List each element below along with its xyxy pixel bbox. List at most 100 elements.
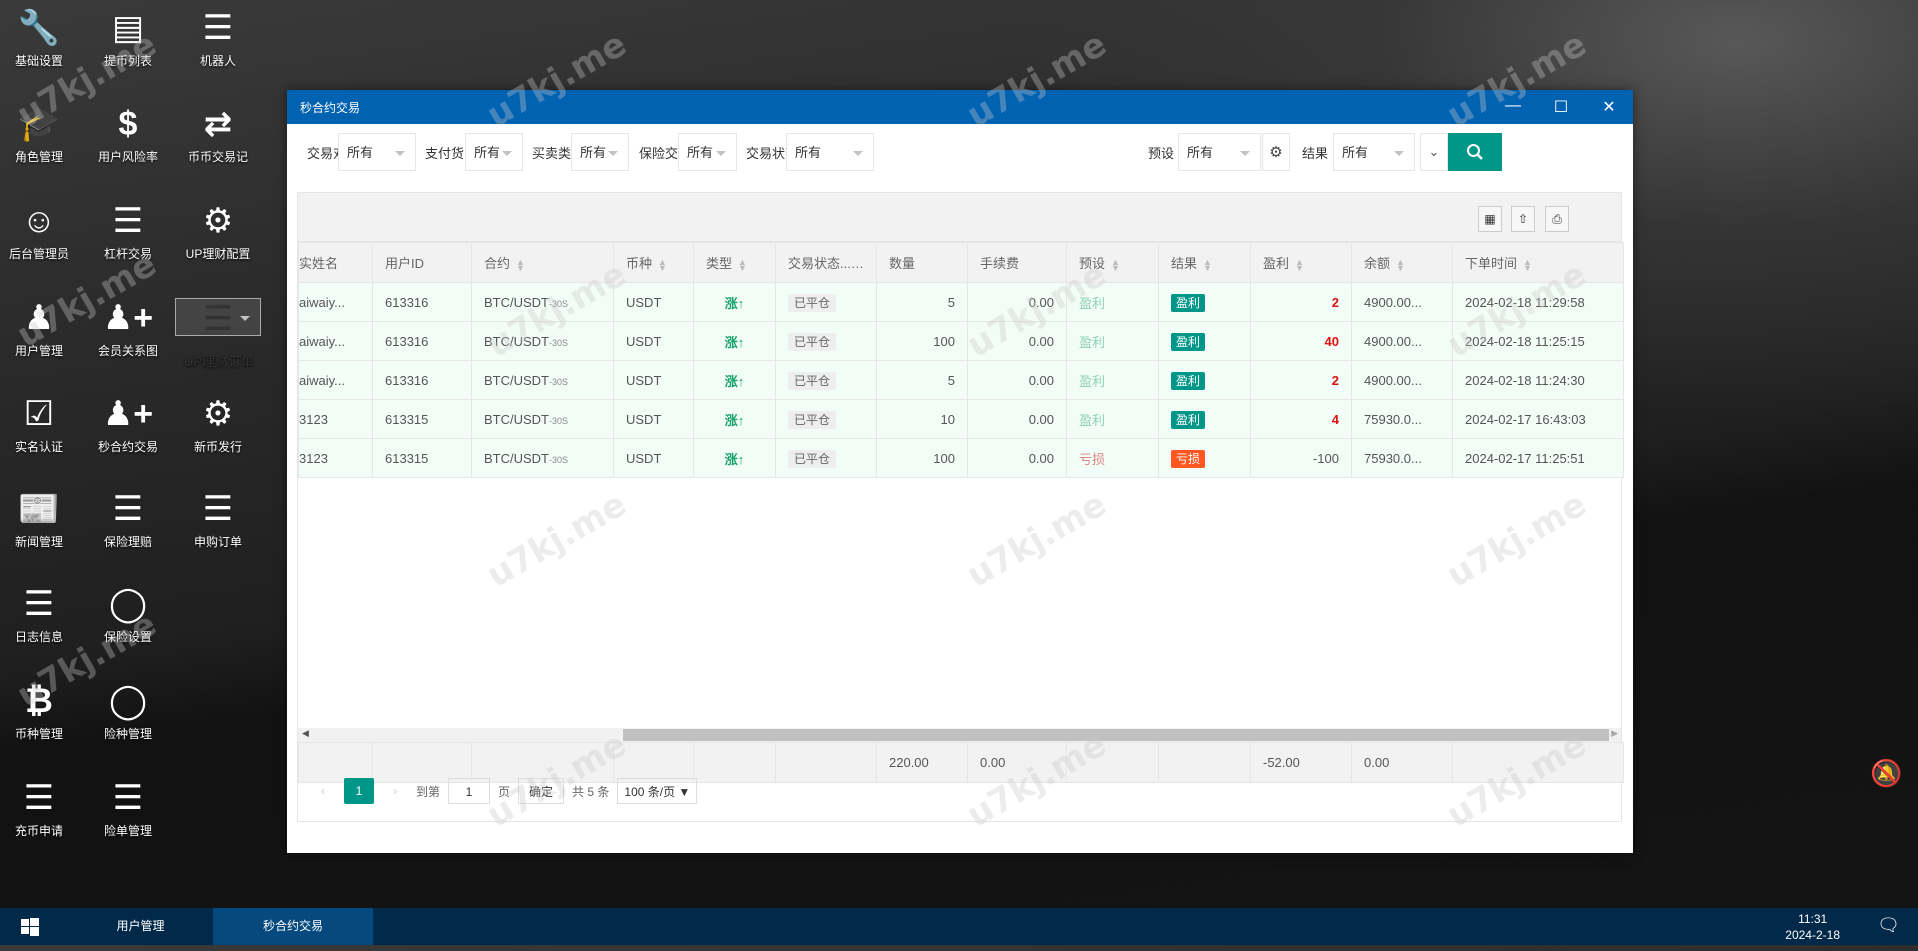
- sort-icon[interactable]: ▲ ▼: [1523, 256, 1532, 273]
- filter-result-select[interactable]: 所有: [1333, 133, 1415, 171]
- bell-slash-icon[interactable]: 🔕: [1870, 758, 1903, 788]
- desktop-icon-12[interactable]: ☑ 实名认证: [0, 394, 82, 455]
- desktop-icon-label: 实名认证: [14, 440, 63, 454]
- windows-start-icon[interactable]: [12, 908, 48, 945]
- cell-preset: 盈利: [1066, 360, 1159, 400]
- desktop-icon-13[interactable]: ♟+ 秒合约交易: [85, 394, 171, 455]
- filter-insurance-select[interactable]: 所有: [678, 133, 737, 171]
- desktop-icon-0[interactable]: 🔧 基础设置: [0, 8, 82, 69]
- column-header[interactable]: 手续费: [967, 242, 1067, 283]
- gear-icon[interactable]: ⚙: [1262, 133, 1290, 171]
- column-header[interactable]: 下单时间 ▲ ▼: [1452, 242, 1624, 283]
- column-header[interactable]: 币种 ▲ ▼: [613, 242, 694, 283]
- filter-side-select[interactable]: 所有: [571, 133, 629, 171]
- taskbar-item-user-management[interactable]: 用户管理: [116, 919, 165, 933]
- notification-chat-icon[interactable]: 🗨: [1877, 915, 1900, 935]
- sort-icon[interactable]: ▲ ▼: [658, 256, 667, 273]
- filter-pair-select[interactable]: 所有: [338, 133, 416, 171]
- desktop-icon-17[interactable]: ☰ 申购订单: [175, 489, 261, 550]
- column-header[interactable]: 盈利 ▲ ▼: [1250, 242, 1352, 283]
- contract-pair: BTC/USDT: [484, 411, 549, 427]
- sort-icon[interactable]: ▲ ▼: [1203, 256, 1212, 273]
- total-empty: [471, 742, 614, 783]
- desktop-icon-16[interactable]: ☰ 保险理赔: [85, 489, 171, 550]
- desktop-icon-22[interactable]: ☰ 充币申请: [0, 778, 82, 839]
- column-header[interactable]: 结果 ▲ ▼: [1158, 242, 1251, 283]
- desktop-icon-21[interactable]: ◯ 险种管理: [85, 681, 171, 742]
- taskbar-item-second-contract[interactable]: 秒合约交易: [213, 908, 373, 945]
- sort-icon[interactable]: ▲ ▼: [1295, 256, 1304, 273]
- prev-page-icon[interactable]: ‹: [321, 784, 325, 798]
- desktop-icon-4[interactable]: $ 用户风险率: [85, 104, 171, 165]
- scrollbar-thumb[interactable]: [623, 729, 1609, 741]
- contract-period: -30S: [549, 298, 569, 309]
- desktop-icon-14[interactable]: ⚙ 新币发行: [175, 394, 261, 455]
- cell-type: 涨↑: [693, 321, 776, 361]
- desktop-icon-2[interactable]: ☰ 机器人: [175, 8, 261, 69]
- table-row[interactable]: 3123 613315 BTC/USDT-30S USDT 涨↑ 已平仓 100…: [298, 438, 1624, 478]
- desktop-icon-1[interactable]: ▤ 提币列表: [85, 8, 171, 69]
- columns-icon[interactable]: ▦: [1478, 206, 1502, 232]
- desktop-icon-5[interactable]: ⇄ 币币交易记: [175, 104, 261, 165]
- scroll-right-icon[interactable]: ▶: [1611, 728, 1618, 738]
- goto-page-input[interactable]: 1: [448, 778, 491, 804]
- maximize-icon[interactable]: ☐: [1553, 99, 1569, 116]
- cell-fee: 0.00: [967, 282, 1067, 322]
- print-icon[interactable]: ⎙: [1545, 206, 1569, 232]
- desktop-icon-23[interactable]: ☰ 险单管理: [85, 778, 171, 839]
- desktop-icon-10[interactable]: ♟+ 会员关系图: [85, 298, 171, 359]
- filter-currency-select[interactable]: 所有: [465, 133, 523, 171]
- desktop-icon-8[interactable]: ⚙ UP理财配置: [175, 201, 261, 262]
- horizontal-scrollbar[interactable]: ◀ ▶: [298, 728, 1621, 742]
- table-row[interactable]: aiwaiy... 613316 BTC/USDT-30S USDT 涨↑ 已平…: [298, 360, 1624, 400]
- sort-icon[interactable]: ▲ ▼: [1396, 256, 1405, 273]
- filter-preset-select[interactable]: 所有: [1178, 133, 1261, 171]
- column-header[interactable]: 数量: [876, 242, 968, 283]
- filter-status-select[interactable]: 所有: [786, 133, 874, 171]
- column-header[interactable]: 余额 ▲ ▼: [1351, 242, 1453, 283]
- column-header-label: 实姓名: [299, 256, 339, 271]
- next-page-icon[interactable]: ›: [393, 784, 397, 798]
- cell-user-id: 613315: [372, 438, 472, 478]
- column-header[interactable]: 预设 ▲ ▼: [1066, 242, 1159, 283]
- search-button[interactable]: [1448, 133, 1502, 171]
- sort-icon[interactable]: ▲ ▼: [516, 256, 525, 273]
- table-row[interactable]: 3123 613315 BTC/USDT-30S USDT 涨↑ 已平仓 10 …: [298, 399, 1624, 439]
- desktop-icon-15[interactable]: 📰 新闻管理: [0, 489, 82, 550]
- desktop-icon-18[interactable]: ☰ 日志信息: [0, 584, 82, 645]
- column-header[interactable]: 实姓名: [298, 242, 373, 283]
- desktop-icon-7[interactable]: ☰ 杠杆交易: [85, 201, 171, 262]
- page-size-select[interactable]: 100 条/页 ▼: [617, 778, 698, 804]
- close-icon[interactable]: ✕: [1602, 99, 1616, 116]
- desktop-icon-20[interactable]: ₿ 币种管理: [0, 681, 82, 742]
- desktop-icon-9[interactable]: ♟ 用户管理: [0, 298, 82, 359]
- sort-icon[interactable]: ▲ ▼: [1111, 256, 1120, 273]
- desktop-icon-11[interactable]: ☰ UP理财订单: [175, 298, 261, 369]
- chevron-down-icon[interactable]: ⌄: [1420, 133, 1448, 171]
- export-icon[interactable]: ⇧: [1511, 206, 1535, 232]
- window-titlebar[interactable]: 秒合约交易 — ☐ ✕: [287, 90, 1633, 124]
- cell-quantity: 100: [876, 438, 968, 478]
- column-header[interactable]: 交易状态... ▲ ▼: [775, 242, 877, 283]
- desktop-icon-label: 基础设置: [14, 54, 63, 68]
- search-icon: [1467, 144, 1483, 160]
- page-1-button[interactable]: 1: [344, 778, 374, 804]
- column-header[interactable]: 类型 ▲ ▼: [693, 242, 776, 283]
- desktop-icon-19[interactable]: ◯ 保险设置: [85, 584, 171, 645]
- clock[interactable]: 11:31 2024-2-18: [1785, 911, 1840, 943]
- cell-name: 3123: [298, 399, 373, 439]
- preset-text: 盈利: [1079, 412, 1106, 428]
- gear-icon: ⚙: [202, 395, 234, 433]
- table-row[interactable]: aiwaiy... 613316 BTC/USDT-30S USDT 涨↑ 已平…: [298, 282, 1624, 322]
- column-header[interactable]: 用户ID: [372, 242, 472, 283]
- column-header[interactable]: 合约 ▲ ▼: [471, 242, 614, 283]
- sort-icon[interactable]: ▲ ▼: [738, 256, 747, 273]
- table-row[interactable]: aiwaiy... 613316 BTC/USDT-30S USDT 涨↑ 已平…: [298, 321, 1624, 361]
- confirm-button[interactable]: 确定: [518, 778, 565, 804]
- type-up: 涨↑: [724, 373, 745, 389]
- scroll-left-icon[interactable]: ◀: [302, 728, 309, 738]
- window-title: 秒合约交易: [300, 100, 361, 115]
- minimize-icon[interactable]: —: [1505, 97, 1521, 114]
- desktop-icon-3[interactable]: 🎓 角色管理: [0, 104, 82, 165]
- desktop-icon-6[interactable]: ☺ 后台管理员: [0, 201, 82, 262]
